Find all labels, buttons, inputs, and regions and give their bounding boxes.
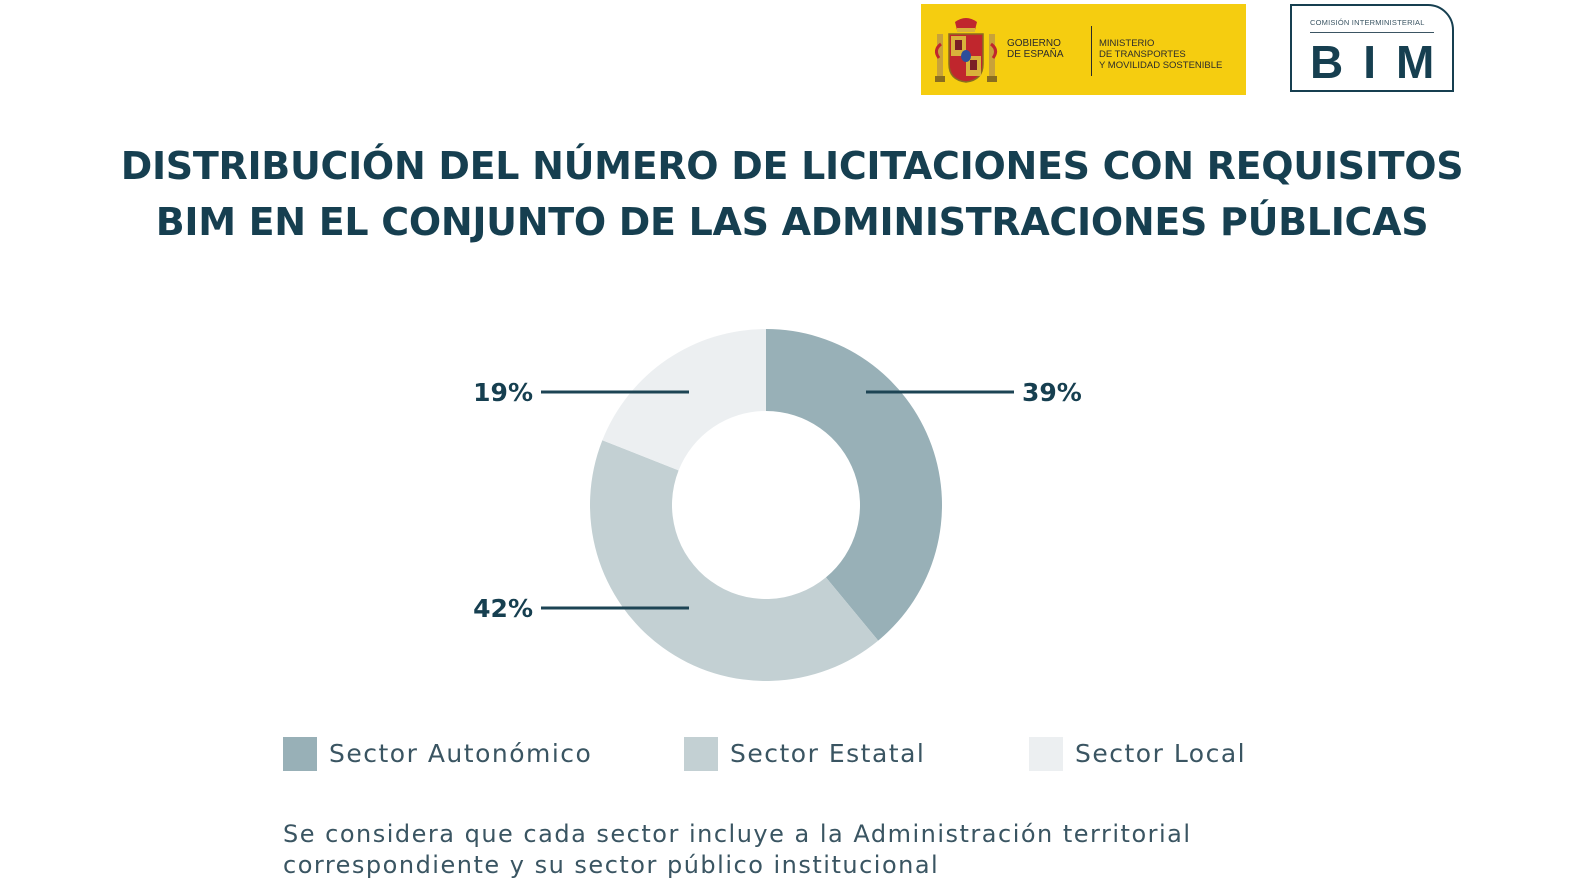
commission-caption: Comisión Interministerial [1310,18,1425,27]
legend-item-estatal: Sector Estatal [684,737,925,771]
legend-label: Sector Local [1075,739,1247,768]
logo-rule [1310,32,1434,33]
chart-legend: Sector Autonómico Sector Estatal Sector … [0,737,1584,777]
donut-slice-estatal [590,440,879,681]
bim-commission-logo: Comisión Interministerial BIM [1290,4,1454,92]
logo-divider [1091,26,1092,76]
government-name: Gobierno de España [1007,38,1064,60]
legend-swatch [283,737,317,771]
data-label-autonomico: 39% [1022,378,1082,407]
legend-label: Sector Estatal [730,739,926,768]
legend-item-autonomico: Sector Autonómico [283,737,592,771]
footnote: Se considera que cada sector incluye a l… [283,819,1383,881]
data-labels: 39% 42% 19% [473,378,1082,623]
ministry-name: Ministerio de Transportes y Movilidad So… [1099,38,1223,71]
bim-acronym: BIM [1310,36,1455,88]
donut-chart: 39% 42% 19% [473,329,1082,681]
legend-swatch [684,737,718,771]
coat-of-arms-icon [934,18,998,83]
government-logo: Gobierno de España Ministerio de Transpo… [921,4,1246,95]
leader-lines [541,390,1014,610]
title-line: DISTRIBUCIÓN DEL NÚMERO DE LICITACIONES … [120,144,1464,188]
chart-title: DISTRIBUCIÓN DEL NÚMERO DE LICITACIONES … [40,138,1544,250]
legend-label: Sector Autonómico [329,739,593,768]
data-label-estatal: 42% [473,594,533,623]
footnote-line: Se considera que cada sector incluye a l… [283,820,1192,848]
footnote-line: correspondiente y su sector público inst… [283,851,940,879]
donut-slices [590,329,943,681]
donut-slice-autonomico [766,329,943,641]
donut-slice-local [602,329,766,471]
title-line: BIM EN EL CONJUNTO DE LAS ADMINISTRACION… [155,200,1429,244]
data-label-local: 19% [473,378,533,407]
legend-item-local: Sector Local [1029,737,1246,771]
legend-swatch [1029,737,1063,771]
